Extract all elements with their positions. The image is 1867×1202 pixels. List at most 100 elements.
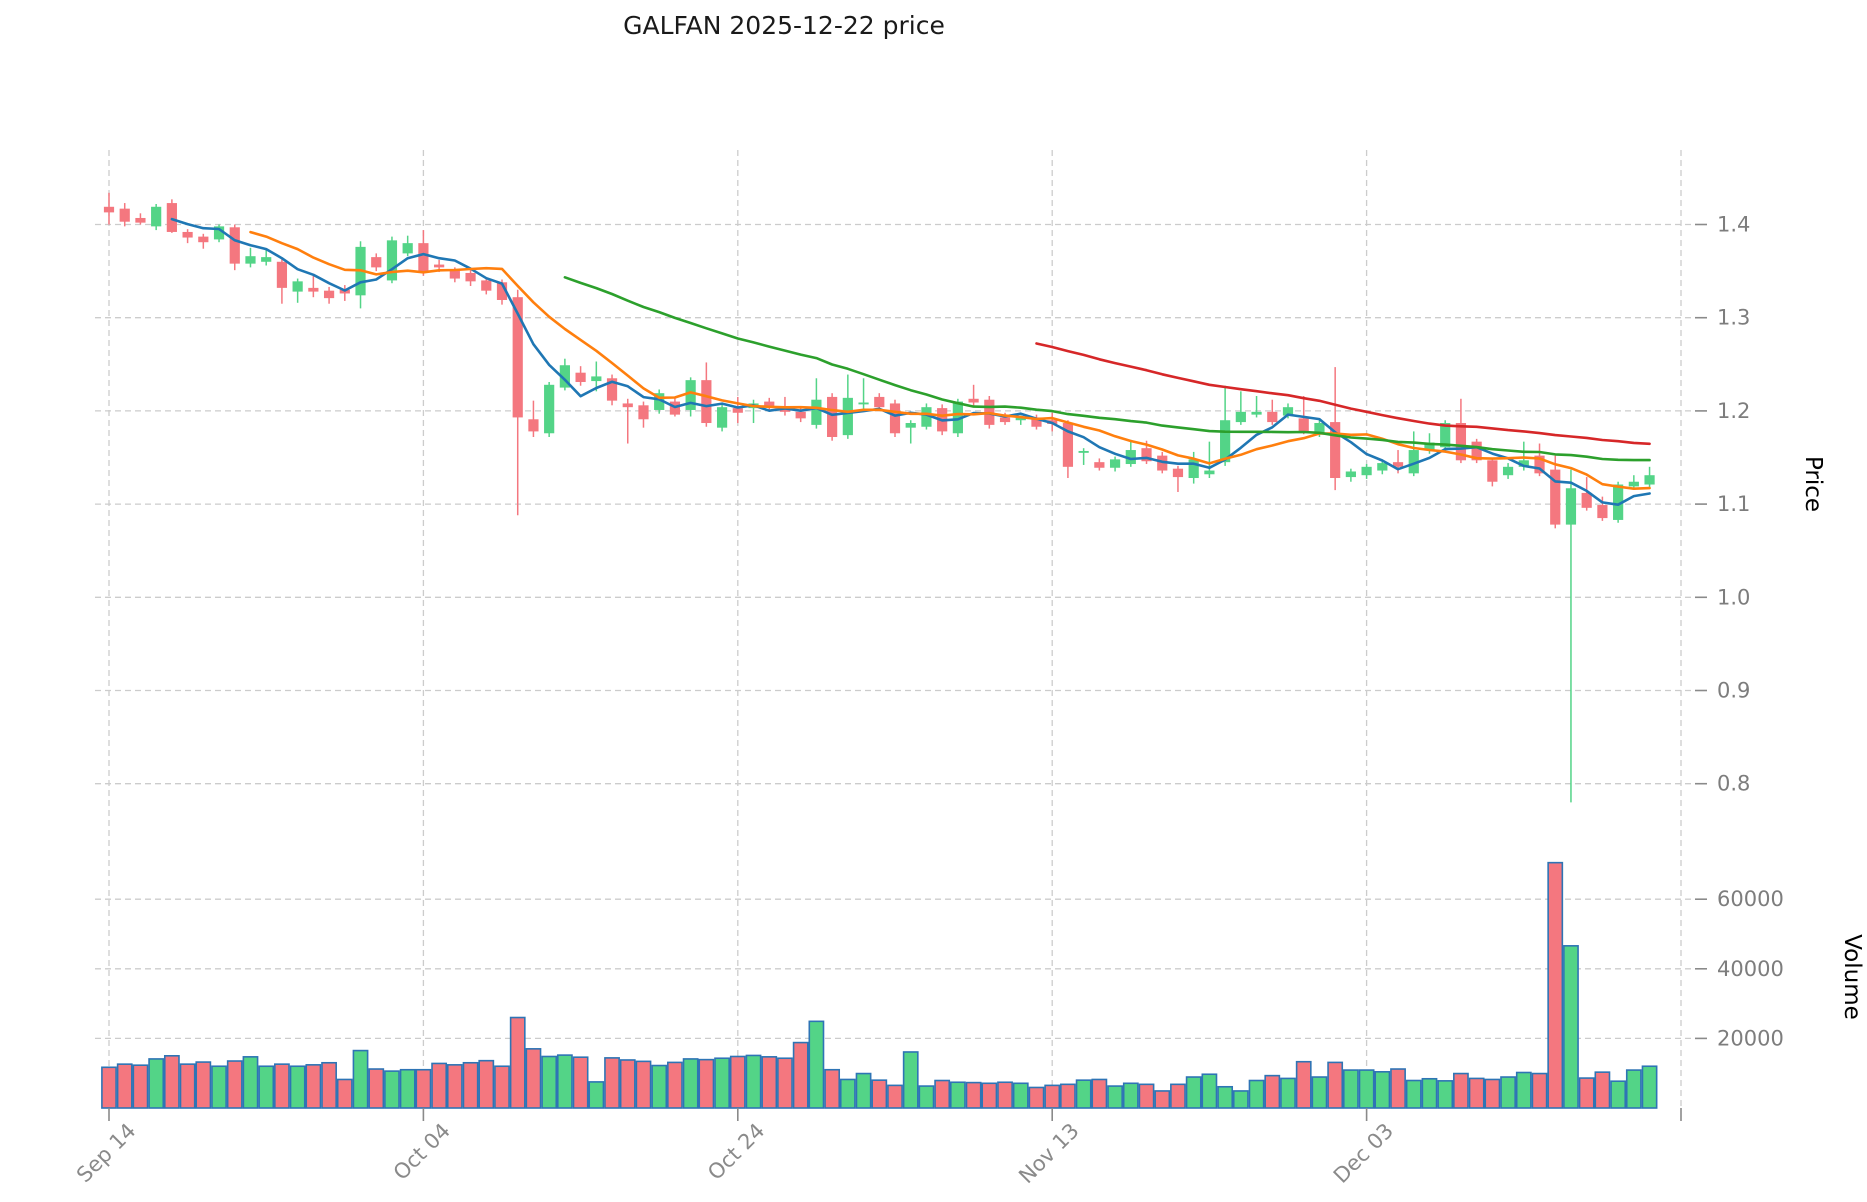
candle-body <box>1377 463 1388 471</box>
candle-body <box>905 423 916 428</box>
candle-body <box>591 376 602 382</box>
ma30-line <box>563 275 1651 462</box>
volume-bar <box>981 1082 998 1109</box>
candle-body <box>1502 466 1514 476</box>
price-tick-label: 1.2 <box>1717 399 1750 423</box>
volume-bar <box>242 1056 259 1109</box>
candle-body <box>606 378 618 401</box>
chart-title: GALFAN 2025-12-22 price <box>623 11 945 40</box>
volume-bar <box>1390 1068 1406 1109</box>
candle-body <box>245 256 256 264</box>
candle-body <box>1392 462 1404 467</box>
volume-bar <box>1232 1090 1249 1109</box>
volume-bar <box>305 1064 322 1109</box>
volume-bar <box>729 1055 746 1109</box>
price-tick-label: 1.1 <box>1717 492 1750 516</box>
volume-bar <box>1625 1069 1642 1109</box>
candle-body <box>449 270 460 279</box>
volume-bar <box>934 1079 951 1109</box>
volume-bar <box>918 1085 935 1109</box>
volume-bar <box>1122 1082 1139 1109</box>
volume-bar <box>415 1068 432 1109</box>
candle-body <box>1188 459 1199 479</box>
candle-body <box>622 403 633 408</box>
candle-body <box>889 403 901 434</box>
volume-bar <box>635 1060 652 1109</box>
candle-body <box>1581 492 1592 508</box>
price-tick-label: 1.3 <box>1717 306 1750 330</box>
volume-bar <box>839 1078 856 1109</box>
candle-body <box>1345 471 1356 478</box>
volume-bar <box>1138 1083 1155 1109</box>
candle-body <box>795 411 806 419</box>
candle-body <box>1550 469 1561 525</box>
volume-bar <box>101 1066 117 1109</box>
candle-body <box>1078 450 1089 453</box>
volume-bar <box>1170 1083 1186 1109</box>
volume-bar <box>1468 1077 1485 1109</box>
volume-bar <box>1185 1076 1202 1109</box>
volume-bar <box>132 1064 149 1109</box>
volume-bar <box>714 1057 730 1109</box>
ma60-line <box>1035 342 1651 446</box>
volume-bar <box>163 1055 180 1109</box>
volume-bar <box>572 1056 589 1109</box>
volume-bar <box>1091 1078 1108 1109</box>
candle-body <box>1094 462 1105 468</box>
volume-bar <box>1012 1082 1029 1109</box>
price-tick-label: 0.8 <box>1717 772 1750 796</box>
volume-bars-layer <box>101 861 1658 1109</box>
volume-bar <box>352 1049 369 1109</box>
volume-bar <box>1154 1090 1171 1109</box>
candle-body <box>1487 460 1498 482</box>
ma10-line <box>249 230 1651 491</box>
volume-bar <box>1484 1078 1501 1109</box>
volume-bar <box>274 1063 290 1109</box>
volume-bar <box>651 1064 668 1109</box>
candle-body <box>968 398 979 403</box>
volume-bar <box>1453 1072 1469 1109</box>
volume-bar <box>195 1061 212 1109</box>
candle-body <box>544 384 555 434</box>
volume-bar <box>604 1057 620 1109</box>
candle-body <box>1440 423 1451 448</box>
candle-body <box>512 297 523 418</box>
volume-bar <box>1610 1080 1627 1109</box>
candle-body <box>135 217 146 223</box>
volume-bar <box>509 1016 526 1109</box>
candle-body <box>276 261 288 288</box>
candle-body <box>1204 470 1215 475</box>
volume-bar <box>1060 1083 1076 1109</box>
volume-bar <box>698 1058 715 1109</box>
candle-body <box>701 380 712 424</box>
candle-body <box>371 257 382 268</box>
volume-bar <box>1342 1069 1359 1109</box>
volume-bar <box>289 1065 306 1109</box>
volume-bar <box>1264 1074 1281 1109</box>
candle-body <box>1471 441 1482 461</box>
volume-bar <box>1641 1065 1658 1109</box>
volume-bar <box>792 1041 809 1109</box>
candle-body <box>1628 481 1639 487</box>
volume-bar <box>179 1063 196 1109</box>
candle-body <box>921 407 932 427</box>
volume-bar <box>588 1081 605 1109</box>
candle-body <box>1141 448 1152 462</box>
price-axis-label: Price <box>1800 456 1826 512</box>
candle-body <box>685 380 696 410</box>
volume-bar <box>525 1048 542 1109</box>
volume-bar <box>1531 1072 1548 1109</box>
volume-bar <box>745 1054 762 1109</box>
volume-bar <box>1405 1079 1422 1109</box>
candle-body <box>465 272 476 282</box>
candle-body <box>1172 468 1184 478</box>
candle-body <box>1015 417 1026 421</box>
volume-bar <box>1201 1073 1218 1109</box>
price-tick-label: 1.4 <box>1717 213 1750 237</box>
volume-bar <box>997 1081 1013 1109</box>
volume-bar <box>336 1078 353 1109</box>
candle-body <box>1282 407 1294 416</box>
volume-bar <box>1295 1060 1312 1109</box>
